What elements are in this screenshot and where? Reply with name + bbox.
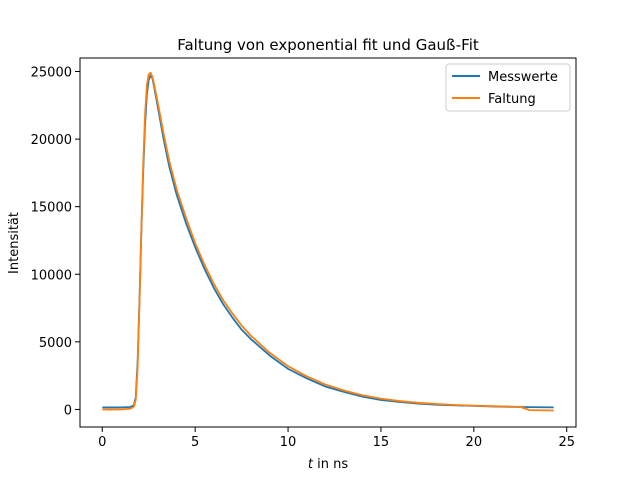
axes-frame [79, 57, 577, 428]
series-line-faltung [102, 71, 554, 412]
x-tick-label: 10 [280, 435, 297, 450]
x-tick-label: 15 [373, 435, 390, 450]
x-axis-label: t in ns [308, 457, 348, 472]
y-tick-label: 15000 [31, 201, 72, 216]
x-axis-label-variable: t [308, 457, 314, 472]
y-tick-label: 5000 [39, 336, 72, 351]
y-tick-label: 25000 [31, 66, 72, 81]
y-axis-ticks: 0 5000 10000 15000 20000 25000 [31, 66, 80, 418]
series-line-messwerte [102, 74, 554, 409]
x-tick-label: 5 [191, 435, 199, 450]
x-tick-label: 0 [98, 435, 106, 450]
plot-area [102, 71, 554, 412]
x-axis-label-unit: in ns [313, 457, 348, 472]
x-tick-label: 25 [558, 435, 575, 450]
legend-label-faltung: Faltung [488, 92, 536, 107]
legend: Messwerte Faltung [445, 63, 571, 112]
y-tick-label: 0 [64, 403, 72, 418]
chart-title: Faltung von exponential fit und Gauß-Fit [177, 36, 479, 54]
x-axis-ticks: 0 5 10 15 20 25 [98, 427, 575, 450]
y-tick-label: 10000 [31, 268, 72, 283]
x-tick-label: 20 [466, 435, 483, 450]
y-tick-label: 20000 [31, 133, 72, 148]
legend-label-messwerte: Messwerte [488, 70, 558, 85]
series-layer [102, 71, 554, 412]
y-axis-label: Intensität [7, 212, 22, 274]
